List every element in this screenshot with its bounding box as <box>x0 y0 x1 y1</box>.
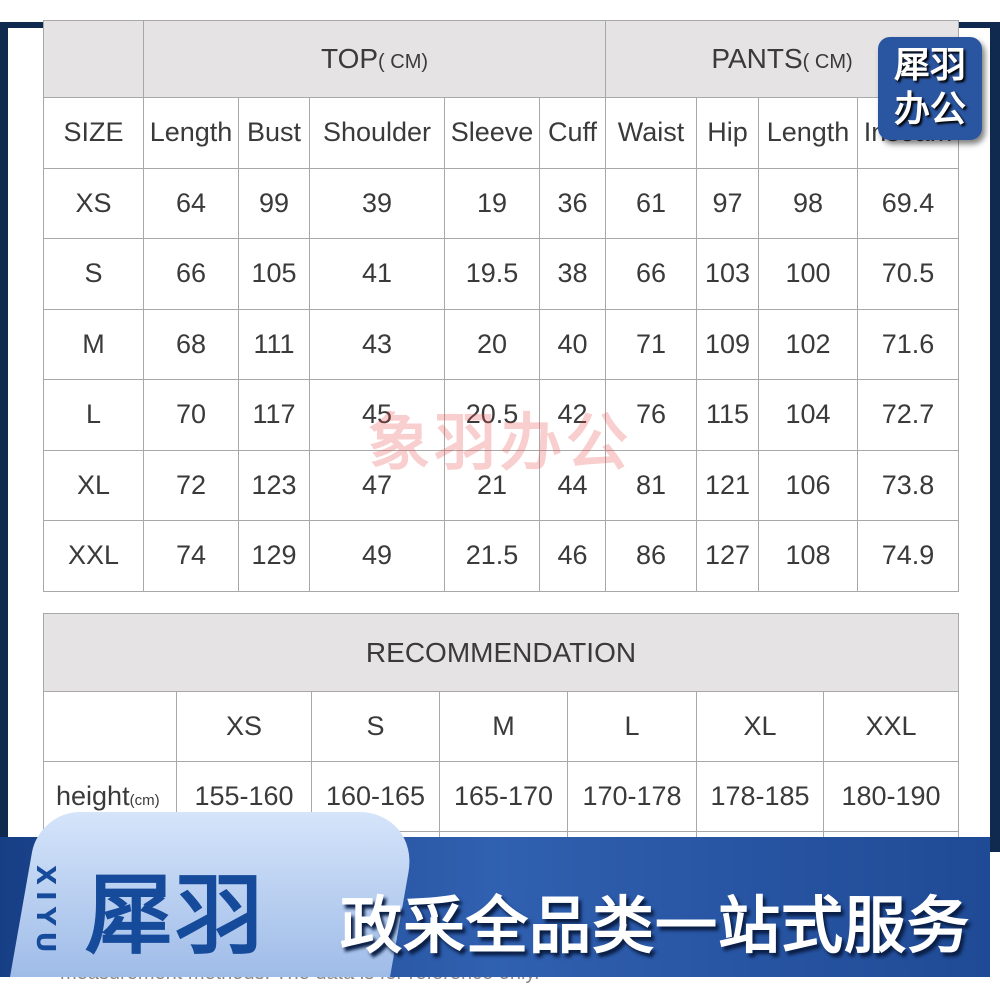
column-header: SIZE <box>43 97 144 169</box>
measurement-cell: 76 <box>605 379 697 451</box>
measurement-cell: 111 <box>238 308 310 380</box>
size-header: XL <box>696 691 824 762</box>
size-label: XL <box>43 449 144 521</box>
measurement-cell: 104 <box>758 379 858 451</box>
column-header: Sleeve <box>444 97 540 169</box>
measurement-cell: 106 <box>758 449 858 521</box>
measurement-cell: 64 <box>143 167 239 239</box>
measurement-cell: 71.6 <box>856 308 960 380</box>
table-row: XS 64 99 39 19 36 61 97 98 69.4 <box>43 167 960 239</box>
measurement-cell: 19 <box>444 167 540 239</box>
measurement-cell: 20.5 <box>444 379 540 451</box>
measurement-cell: 103 <box>696 238 759 310</box>
column-header: Hip <box>696 97 759 169</box>
measurement-cell: 68 <box>143 308 239 380</box>
column-header: Cuff <box>539 97 606 169</box>
measurement-cell: 39 <box>309 167 445 239</box>
size-header: L <box>567 691 697 762</box>
measurement-cell: 123 <box>238 449 310 521</box>
measurement-cell: 70 <box>143 379 239 451</box>
measurement-cell: 86 <box>605 520 697 592</box>
measurement-cell: 74.9 <box>856 520 960 592</box>
column-header: Waist <box>605 97 697 169</box>
height-range: 170-178 <box>567 761 697 832</box>
measurement-cell: 36 <box>539 167 606 239</box>
size-header: M <box>439 691 568 762</box>
corner-cell <box>43 20 144 98</box>
measurement-cell: 98 <box>758 167 858 239</box>
measurement-cell: 46 <box>539 520 606 592</box>
measurement-cell: 115 <box>696 379 759 451</box>
measurement-cell: 97 <box>696 167 759 239</box>
measurement-cell: 109 <box>696 308 759 380</box>
measurement-cell: 40 <box>539 308 606 380</box>
size-label: M <box>43 308 144 380</box>
size-label: L <box>43 379 144 451</box>
measurement-cell: 108 <box>758 520 858 592</box>
measurement-cell: 47 <box>309 449 445 521</box>
measurement-cell: 102 <box>758 308 858 380</box>
column-header: Length <box>143 97 239 169</box>
measurement-cell: 71 <box>605 308 697 380</box>
height-range: 180-190 <box>822 761 960 832</box>
measurement-cell: 19.5 <box>444 238 540 310</box>
height-range: 178-185 <box>696 761 824 832</box>
measurement-cell: 49 <box>309 520 445 592</box>
column-header: Length <box>758 97 858 169</box>
measurement-cell: 127 <box>696 520 759 592</box>
measurement-cell: 43 <box>309 308 445 380</box>
recommendation-size-row: XS S M L XL XXL <box>43 691 960 762</box>
measurement-cell: 73.8 <box>856 449 960 521</box>
table-row: S 66 105 41 19.5 38 66 103 100 70.5 <box>43 238 960 310</box>
measurement-cell: 21 <box>444 449 540 521</box>
measurement-cell: 44 <box>539 449 606 521</box>
brand-logo: 犀羽 <box>85 864 266 967</box>
size-label: XXL <box>43 520 144 592</box>
column-header-row: SIZE Length Bust Shoulder Sleeve Cuff Waist Hip… <box>43 97 960 169</box>
table-row: L 70 117 45 20.5 42 76 115 104 72.7 <box>43 379 960 451</box>
measurement-cell: 72.7 <box>856 379 960 451</box>
height-range: 165-170 <box>439 761 568 832</box>
measurement-cell: 66 <box>143 238 239 310</box>
size-header: S <box>311 691 440 762</box>
top-group-header: TOP( CM) <box>143 20 606 98</box>
measurement-cell: 74 <box>143 520 239 592</box>
size-label: S <box>43 238 144 310</box>
column-header: Shoulder <box>309 97 445 169</box>
measurement-cell: 38 <box>539 238 606 310</box>
table-row: M 68 111 43 20 40 71 109 102 71.6 <box>43 308 960 380</box>
measurement-cell: 66 <box>605 238 697 310</box>
table-row: XXL 74 129 49 21.5 46 86 127 108 74.9 <box>43 520 960 592</box>
column-header: Bust <box>238 97 310 169</box>
size-chart-table: TOP( CM) PANTS( CM) SIZE Length Bust Should… <box>43 20 960 592</box>
measurement-cell: 61 <box>605 167 697 239</box>
brand-badge: 犀羽 办公 <box>878 37 982 140</box>
measurement-cell: 117 <box>238 379 310 451</box>
measurement-cell: 70.5 <box>856 238 960 310</box>
measurement-cell: 99 <box>238 167 310 239</box>
measurement-cell: 72 <box>143 449 239 521</box>
measurement-cell: 41 <box>309 238 445 310</box>
banner-slogan: 政采全品类一站式服务 <box>340 889 971 962</box>
size-label: XS <box>43 167 144 239</box>
measurement-cell: 100 <box>758 238 858 310</box>
table-row: XL 72 123 47 21 44 81 121 106 73.8 <box>43 449 960 521</box>
measurement-cell: 121 <box>696 449 759 521</box>
logo-latin: XIYU <box>30 865 60 959</box>
recommendation-height-row: height(cm) 155-160 160-165 165-170 170-178 17… <box>43 761 960 832</box>
recommendation-title: RECOMMENDATION <box>42 613 960 692</box>
watermark: 象羽办公 <box>368 406 633 479</box>
measurement-cell: 129 <box>238 520 310 592</box>
measurement-cell: 20 <box>444 308 540 380</box>
size-header: XS <box>176 691 312 762</box>
measurement-cell: 69.4 <box>856 167 960 239</box>
size-header: XXL <box>822 691 960 762</box>
measurement-cell: 105 <box>238 238 310 310</box>
empty-cell <box>43 691 177 762</box>
measurement-cell: 21.5 <box>444 520 540 592</box>
